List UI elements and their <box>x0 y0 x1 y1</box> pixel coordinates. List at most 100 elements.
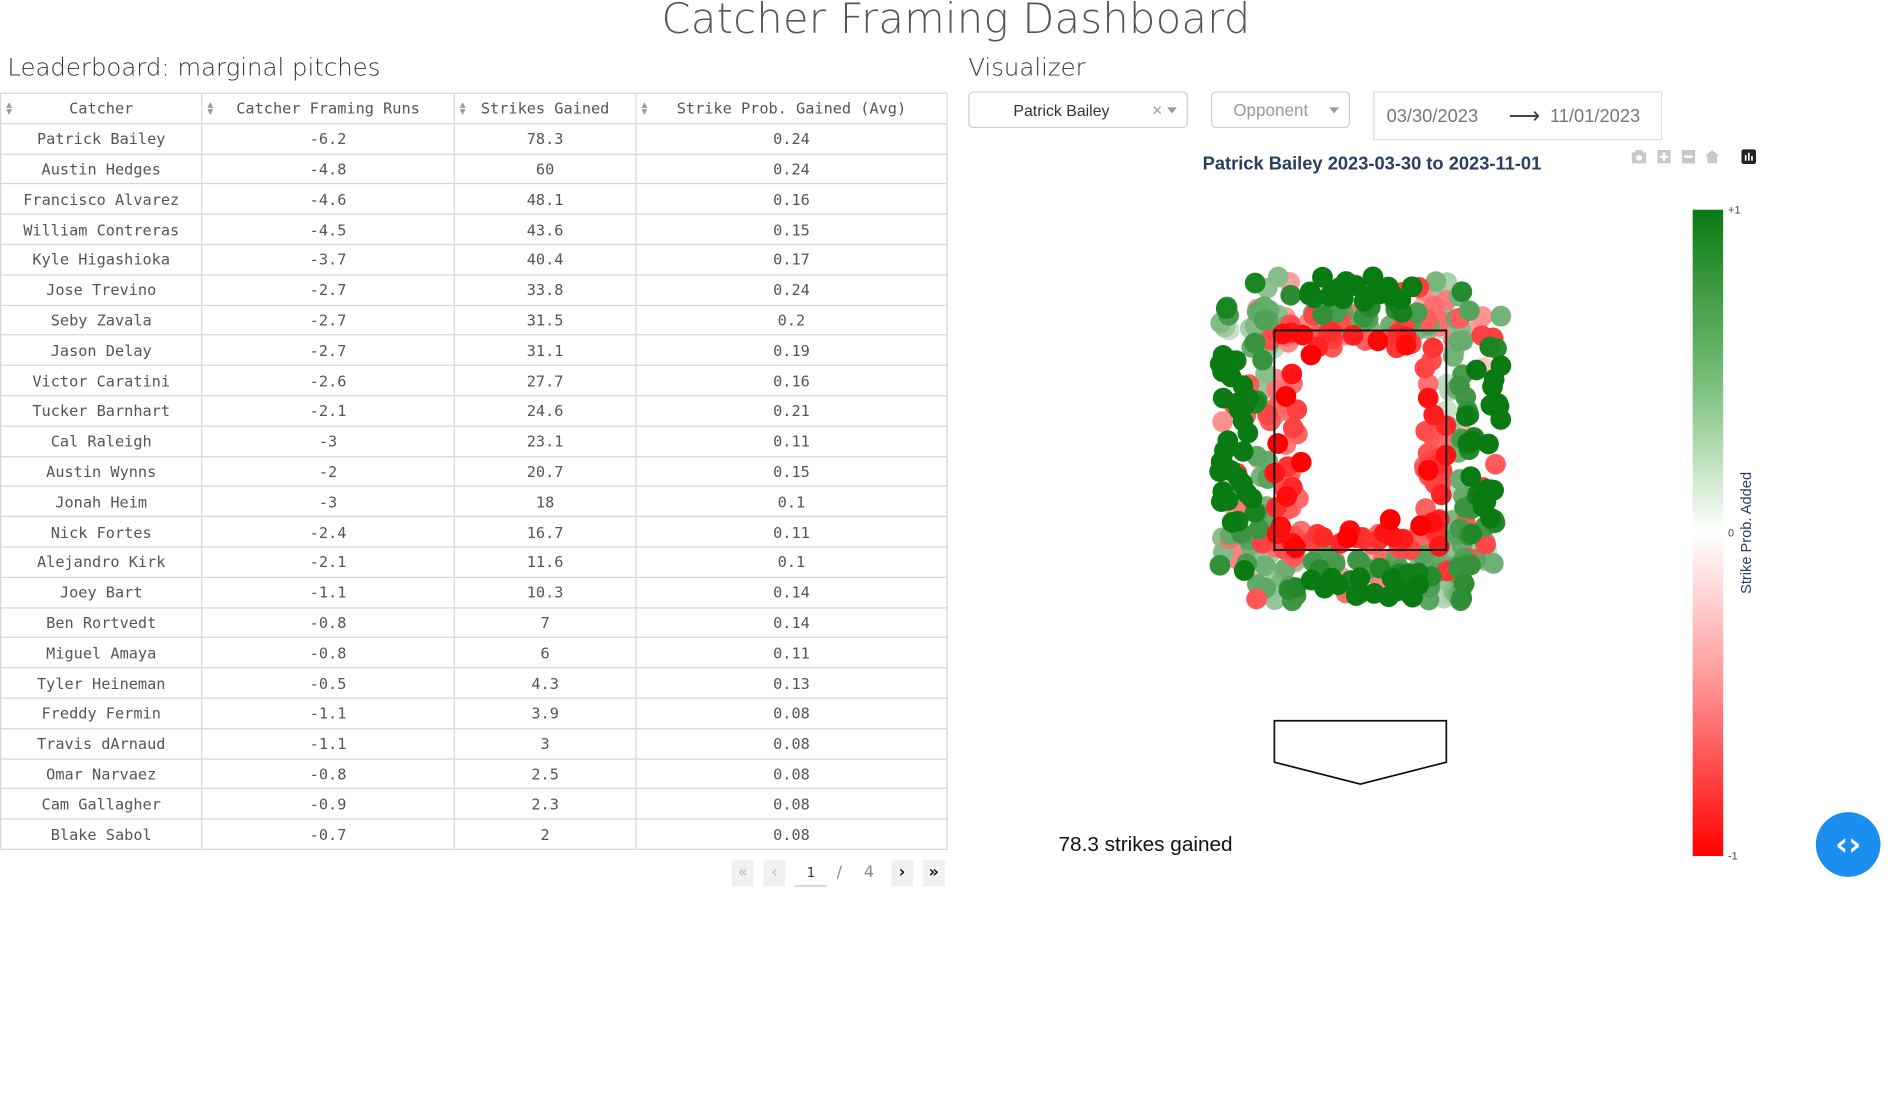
sort-icon[interactable]: ▲ ▼ <box>6 98 12 117</box>
table-cell: -0.7 <box>201 818 455 850</box>
table-row[interactable]: Tyler Heineman -0.5 4.3 0.13 <box>0 667 948 699</box>
pitch-point <box>1232 441 1254 462</box>
table-cell: 23.1 <box>453 425 637 457</box>
table-cell: Kyle Higashioka <box>0 243 203 276</box>
last-page-button[interactable]: » <box>922 859 945 886</box>
table-cell: 4.3 <box>453 667 637 699</box>
table-row[interactable]: Patrick Bailey -6.2 78.3 0.24 <box>0 122 948 155</box>
table-cell: 3.9 <box>453 697 637 729</box>
column-header-strikes-gained[interactable]: ▲ ▼ Strikes Gained <box>453 92 637 125</box>
next-page-button[interactable]: › <box>891 859 914 886</box>
table-cell: 27.7 <box>453 364 637 397</box>
pitch-point <box>1449 375 1470 397</box>
table-row[interactable]: Omar Narvaez -0.8 2.5 0.08 <box>0 757 948 790</box>
table-row[interactable]: Blake Sabol -0.7 2 0.08 <box>0 818 948 850</box>
column-header-framing-runs[interactable]: ▲ ▼ Catcher Framing Runs <box>201 92 455 125</box>
code-brackets-icon[interactable]: ‹› <box>1815 812 1881 877</box>
table-row[interactable]: Austin Wynns -2 20.7 0.15 <box>0 455 948 488</box>
table-row[interactable]: Joey Bart -1.1 10.3 0.14 <box>0 576 948 608</box>
table-row[interactable]: Francisco Alvarez -4.6 48.1 0.16 <box>0 183 948 215</box>
table-row[interactable]: Alejandro Kirk -2.1 11.6 0.1 <box>0 546 948 578</box>
table-cell: -0.8 <box>201 606 455 639</box>
pitch-location-plot[interactable] <box>951 171 1634 805</box>
sort-icon[interactable]: ▲ ▼ <box>459 98 466 117</box>
table-cell: 0.15 <box>635 213 948 246</box>
pitch-point <box>1490 305 1512 327</box>
pitch-point <box>1363 583 1385 604</box>
table-row[interactable]: William Contreras -4.5 43.6 0.15 <box>0 213 948 246</box>
table-row[interactable]: Cal Raleigh -3 23.1 0.11 <box>0 425 948 457</box>
chevron-down-icon[interactable] <box>1167 106 1177 113</box>
table-cell: 0.08 <box>635 757 948 790</box>
table-row[interactable]: Tucker Barnhart -2.1 24.6 0.21 <box>0 395 948 427</box>
leaderboard-heading: Leaderboard: marginal pitches <box>7 52 381 82</box>
table-cell: 60 <box>453 153 637 185</box>
table-row[interactable]: Ben Rortvedt -0.8 7 0.14 <box>0 606 948 639</box>
table-cell: Miguel Amaya <box>0 637 203 669</box>
sort-icon[interactable]: ▲ ▼ <box>207 98 214 117</box>
table-row[interactable]: Jason Delay -2.7 31.1 0.19 <box>0 334 948 367</box>
table-row[interactable]: Jose Trevino -2.7 33.8 0.24 <box>0 274 948 306</box>
pitch-point <box>1417 459 1439 481</box>
table-cell: 7 <box>453 606 637 639</box>
pitch-point <box>1482 553 1504 574</box>
table-row[interactable]: Austin Hedges -4.8 60 0.24 <box>0 153 948 185</box>
table-row[interactable]: Cam Gallagher -0.9 2.3 0.08 <box>0 788 948 820</box>
pitch-point <box>1345 585 1367 606</box>
table-cell: Victor Caratini <box>0 364 203 397</box>
pitch-point <box>1252 349 1273 371</box>
table-cell: 31.5 <box>453 304 637 336</box>
table-cell: -0.8 <box>201 637 455 669</box>
opponent-select-placeholder: Opponent <box>1233 99 1309 120</box>
date-range-picker: 03/30/2023 ⟶ 11/01/2023 <box>1373 91 1663 141</box>
table-row[interactable]: Freddy Fermin -1.1 3.9 0.08 <box>0 697 948 729</box>
pitch-point <box>1275 385 1297 407</box>
pitch-point <box>1233 394 1255 416</box>
table-row[interactable]: Jonah Heim -3 18 0.1 <box>0 485 948 518</box>
table-row[interactable]: Kyle Higashioka -3.7 40.4 0.17 <box>0 243 948 276</box>
prev-page-button[interactable]: ‹ <box>763 859 786 886</box>
table-row[interactable]: Travis dArnaud -1.1 3 0.08 <box>0 727 948 760</box>
end-date-input[interactable]: 11/01/2023 <box>1549 105 1641 127</box>
page-number-input[interactable] <box>795 858 827 887</box>
table-cell: 31.1 <box>453 334 637 367</box>
home-icon[interactable] <box>1704 149 1720 164</box>
column-header-catcher[interactable]: ▲ ▼ Catcher <box>0 92 203 125</box>
table-cell: 78.3 <box>453 122 637 155</box>
table-cell: 0.11 <box>635 516 948 548</box>
camera-icon[interactable] <box>1631 149 1647 164</box>
table-row[interactable]: Nick Fortes -2.4 16.7 0.11 <box>0 516 948 548</box>
column-header-label: Catcher Framing Runs <box>236 99 420 118</box>
pitch-point <box>1485 453 1506 475</box>
zoom-out-icon[interactable] <box>1680 149 1695 164</box>
table-cell: 11.6 <box>453 546 637 578</box>
pitch-point <box>1337 527 1358 549</box>
zoom-in-icon[interactable] <box>1656 149 1671 164</box>
table-row[interactable]: Seby Zavala -2.7 31.5 0.2 <box>0 304 948 336</box>
pitch-point <box>1460 466 1482 488</box>
start-date-input[interactable]: 03/30/2023 <box>1386 105 1479 127</box>
table-cell: 18 <box>453 485 637 518</box>
pitch-point <box>1377 276 1399 298</box>
table-cell: -3.7 <box>201 243 455 276</box>
first-page-button[interactable]: « <box>731 859 754 886</box>
table-cell: -0.9 <box>201 788 455 820</box>
pager-separator: / <box>836 863 842 882</box>
catcher-select[interactable]: Patrick Bailey × <box>968 91 1188 129</box>
opponent-select[interactable]: Opponent <box>1210 91 1350 129</box>
clear-selection-icon[interactable]: × <box>1152 99 1163 120</box>
table-cell: Ben Rortvedt <box>0 606 203 639</box>
column-header-strike-prob[interactable]: ▲ ▼ Strike Prob. Gained (Avg) <box>635 92 948 125</box>
pitch-point <box>1327 574 1349 596</box>
table-row[interactable]: Victor Caratini -2.6 27.7 0.16 <box>0 364 948 397</box>
home-plate <box>1273 719 1448 786</box>
pitch-point <box>1281 363 1303 385</box>
plotly-logo-icon[interactable] <box>1741 148 1757 164</box>
chevron-down-icon[interactable] <box>1329 106 1340 113</box>
table-cell: 16.7 <box>453 516 637 548</box>
strikes-gained-summary: 78.3 strikes gained <box>1058 832 1233 857</box>
sort-icon[interactable]: ▲ ▼ <box>641 98 648 117</box>
table-row[interactable]: Miguel Amaya -0.8 6 0.11 <box>0 637 948 669</box>
table-cell: Omar Narvaez <box>0 757 203 790</box>
table-cell: Joey Bart <box>0 576 203 608</box>
